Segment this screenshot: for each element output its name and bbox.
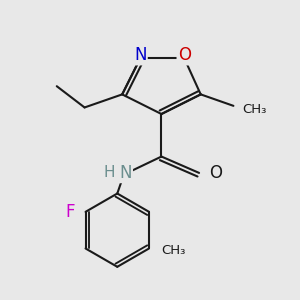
Text: F: F [66,203,75,221]
Text: N: N [119,164,132,182]
Text: O: O [178,46,191,64]
Text: H: H [103,165,115,180]
Text: CH₃: CH₃ [161,244,185,256]
Text: CH₃: CH₃ [243,103,267,116]
Text: O: O [209,164,222,182]
Text: N: N [134,46,146,64]
